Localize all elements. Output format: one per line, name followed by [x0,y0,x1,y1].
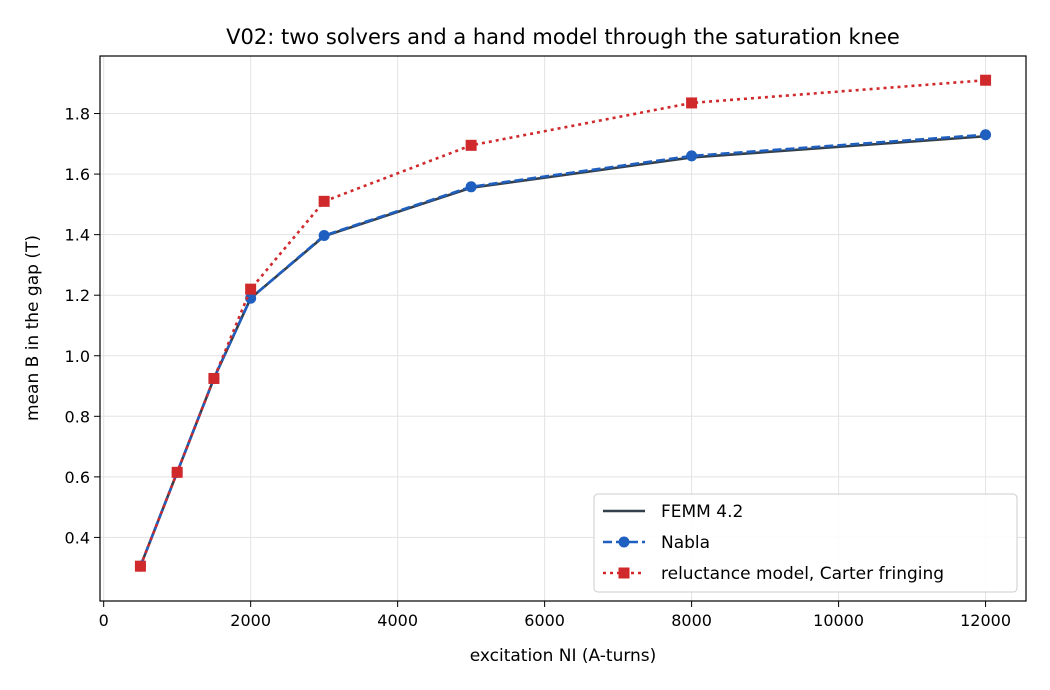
legend-marker [618,536,630,548]
data-point [171,466,183,478]
data-point [686,97,698,109]
legend-marker [618,567,630,579]
x-tick-label: 0 [99,611,109,630]
y-tick-label: 0.4 [65,528,90,547]
x-tick-label: 6000 [524,611,565,630]
y-tick-label: 1.2 [65,286,90,305]
legend-label: FEMM 4.2 [661,502,743,522]
y-tick-label: 1.4 [65,226,90,245]
legend-box [593,493,1018,593]
data-point [245,292,257,304]
x-tick-label: 2000 [230,611,271,630]
x-axis: 0 2000 4000 6000 8000 10000 12000 [99,601,1011,630]
legend-label: reluctance model, Carter fringing [661,564,944,584]
x-tick-label: 12000 [960,611,1011,630]
data-point [245,283,257,295]
data-point [980,129,992,141]
y-tick-label: 1.0 [65,347,90,366]
series-reluctance-model-carter-fringing [134,74,992,572]
legend-label: Nabla [661,533,710,553]
y-tick-label: 1.8 [65,105,90,124]
data-point [465,139,477,151]
y-tick-label: 0.6 [65,468,90,487]
data-point [465,181,477,193]
data-point [208,372,220,384]
x-axis-label: excitation NI (A-turns) [470,646,657,666]
plot-frame [99,55,1027,602]
y-axis: 0.4 0.6 0.8 1.0 1.2 1.4 1.6 1.8 [65,105,100,547]
data-point [686,150,698,162]
data-point [318,230,330,242]
series-layer [134,74,992,572]
x-tick-label: 10000 [813,611,864,630]
y-axis-label: mean B in the gap (T) [23,235,43,421]
chart-title: V02: two solvers and a hand model throug… [226,25,900,49]
series-line [139,133,986,567]
data-point [134,560,146,572]
y-tick-label: 1.6 [65,165,90,184]
data-point [318,195,330,207]
series-line [139,78,986,567]
y-tick-label: 0.8 [65,407,90,426]
data-point [980,74,992,86]
x-tick-label: 8000 [671,611,712,630]
legend: FEMM 4.2 Nabla reluctance model, Carter fr… [593,493,1018,593]
x-tick-label: 4000 [377,611,418,630]
